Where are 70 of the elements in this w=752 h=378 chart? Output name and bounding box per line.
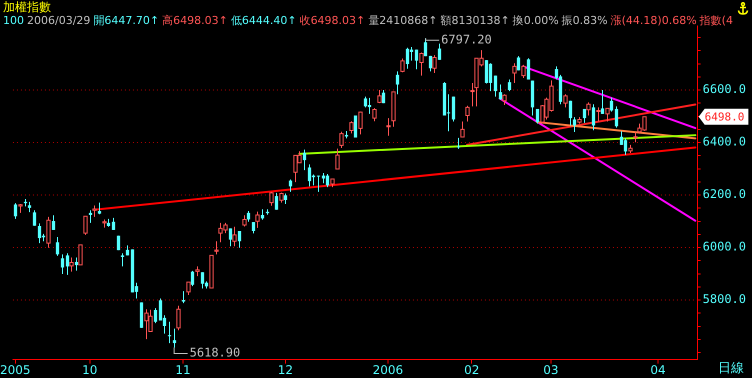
y-tick-label: 6400.0 <box>702 134 746 149</box>
candlestick <box>126 244 130 256</box>
candlestick <box>406 47 410 70</box>
chart-title: 加權指數 <box>3 0 51 14</box>
candlestick <box>452 96 456 122</box>
y-tick-label: 5800.0 <box>702 292 746 306</box>
candlestick <box>354 116 358 138</box>
candlestick <box>364 96 368 108</box>
y-tick-label: 6600.0 <box>702 82 746 96</box>
candlestick <box>14 202 18 220</box>
x-axis-title: 日線 <box>718 361 744 376</box>
candlestick <box>568 100 572 126</box>
candlestick <box>494 75 498 98</box>
candlestick <box>614 106 618 128</box>
x-tick-label: 2005 <box>0 362 31 377</box>
candlestick <box>600 90 604 114</box>
candlestick <box>52 214 56 230</box>
annotation: 5618.90 <box>190 346 240 360</box>
candlestick <box>526 58 530 80</box>
candlestick <box>190 270 194 287</box>
text: 6498.0 <box>704 110 744 124</box>
candlestick <box>38 222 42 244</box>
candlestick <box>60 254 64 275</box>
candlestick <box>252 222 256 234</box>
candlestick <box>172 328 176 348</box>
candlestick <box>56 236 60 256</box>
candlestick <box>410 46 414 62</box>
y-tick-label: 6000.0 <box>702 240 746 254</box>
candlestick <box>396 70 400 95</box>
x-tick-label: 04 <box>650 362 666 377</box>
candlestick <box>200 272 204 289</box>
candlestick <box>508 79 512 92</box>
candlestick <box>572 116 576 133</box>
candlestick <box>610 97 614 112</box>
candlestick <box>438 43 442 60</box>
candlestick <box>154 308 158 324</box>
candlestick <box>488 62 492 92</box>
x-tick-label: 10 <box>82 362 98 377</box>
candlestick <box>274 192 278 210</box>
candlestick <box>428 55 432 72</box>
x-tick-label: 03 <box>543 362 559 377</box>
candlestick <box>624 138 628 156</box>
candlestick <box>288 179 292 192</box>
candlestick <box>112 217 116 230</box>
candlestick <box>308 164 312 187</box>
candlestick <box>246 210 250 222</box>
candlestick <box>456 137 460 150</box>
candlestick <box>238 230 242 248</box>
y-tick-label: 6200.0 <box>702 187 746 202</box>
x-tick-label: 11 <box>175 362 191 377</box>
x-tick-label: 2006 <box>372 362 404 377</box>
candlestick <box>582 108 586 124</box>
candlestick <box>66 252 70 276</box>
candlestick <box>484 60 488 84</box>
candlestick <box>260 208 264 220</box>
text: 100 2006/03/29 開6447.70↑高6498.03↑低6444.40↑收6498.03↑量2410868↑額8130138↑換0.00% 振0.83% 漲(44.18)0.68% 指數(4 <box>3 14 733 27</box>
candlestick <box>536 108 540 124</box>
x-tick-label: 12 <box>278 362 294 377</box>
candlestick <box>382 90 386 104</box>
candlestick <box>592 104 596 131</box>
annotation: 6797.20 <box>441 32 492 46</box>
candlestick <box>414 49 418 70</box>
candlestick <box>322 172 326 184</box>
x-tick-label: 02 <box>464 362 480 377</box>
candlestick <box>116 235 120 251</box>
candlestick <box>316 175 320 192</box>
candlestick <box>498 84 502 100</box>
candlestick <box>326 174 330 188</box>
candlestick <box>516 56 520 71</box>
candlestick <box>228 228 232 247</box>
